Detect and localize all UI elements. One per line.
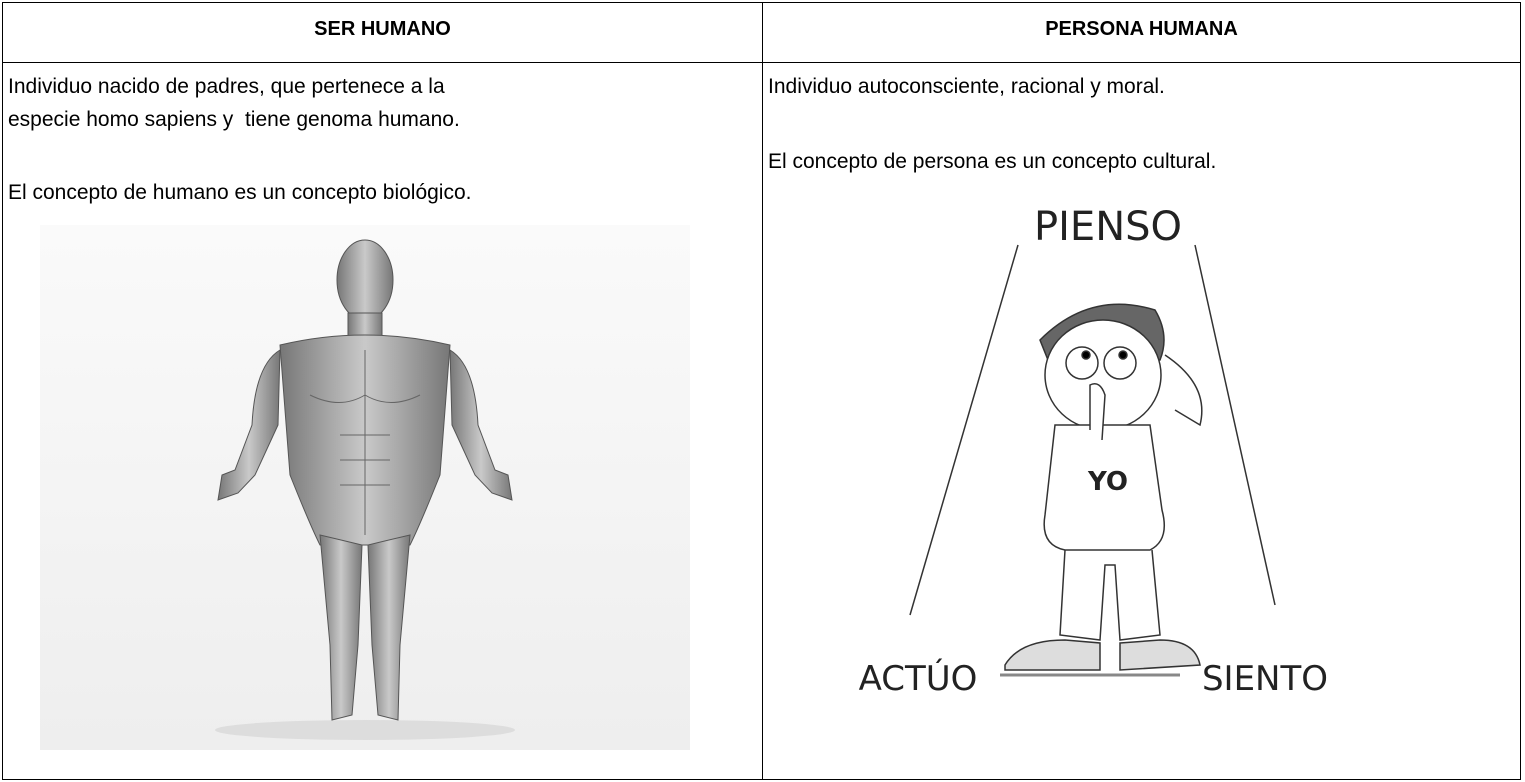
image-label: PIENSO bbox=[1034, 204, 1182, 250]
cell-text: Individuo autoconsciente, racional y mor… bbox=[768, 75, 1165, 98]
border bbox=[2, 2, 1521, 3]
image-label: SIENTO bbox=[1202, 659, 1328, 699]
border bbox=[1520, 2, 1521, 780]
cell-text: Individuo nacido de padres, que pertenec… bbox=[8, 75, 445, 98]
border bbox=[2, 62, 1521, 63]
image-label: YO bbox=[1087, 467, 1128, 497]
border bbox=[2, 2, 3, 780]
anatomy-image bbox=[40, 225, 690, 750]
column-header: PERSONA HUMANA bbox=[1045, 18, 1238, 40]
border bbox=[2, 779, 1521, 780]
cell-text: especie homo sapiens y tiene genoma huma… bbox=[8, 108, 460, 131]
cartoon-image: PIENSO YO ACTÚO SIENTO bbox=[790, 185, 1450, 750]
border bbox=[762, 2, 763, 780]
image-label: ACTÚO bbox=[859, 658, 978, 699]
column-header: SER HUMANO bbox=[314, 18, 451, 40]
cell-text: El concepto de humano es un concepto bio… bbox=[8, 181, 472, 204]
cell-text: El concepto de persona es un concepto cu… bbox=[768, 150, 1217, 173]
